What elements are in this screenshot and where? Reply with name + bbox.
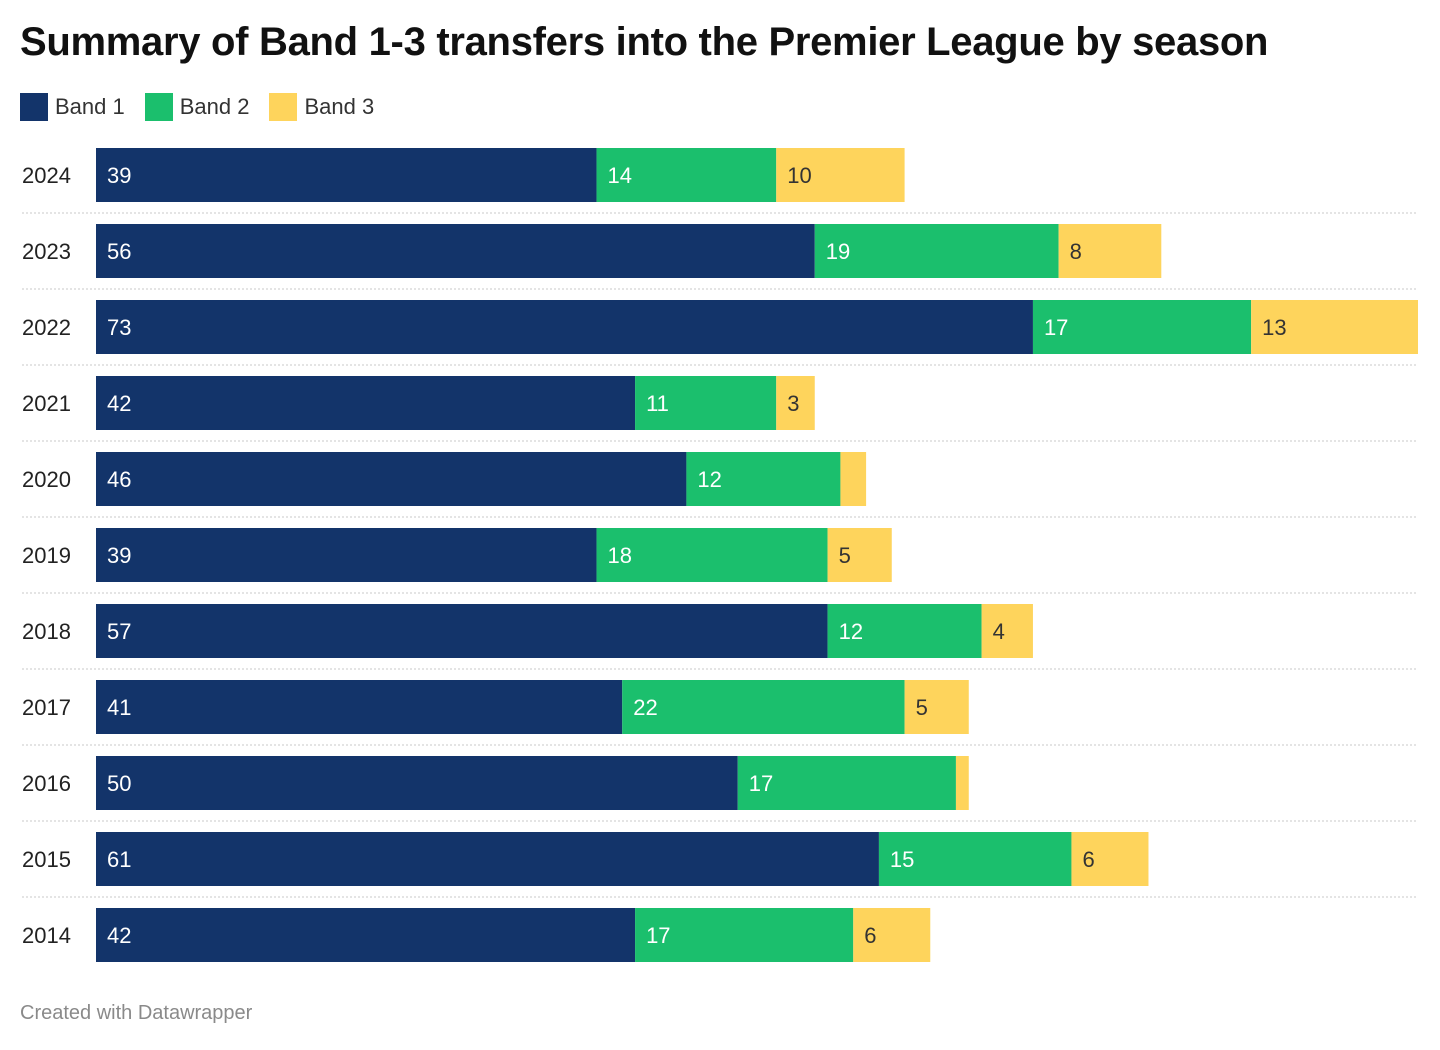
value-label-band-1-2022: 73 — [107, 315, 131, 340]
category-label-2023: 2023 — [22, 239, 71, 264]
value-label-band-1-2024: 39 — [107, 163, 131, 188]
category-label-2017: 2017 — [22, 695, 71, 720]
bar-band-3-2015 — [1071, 832, 1149, 886]
bar-band-2-2020 — [686, 452, 841, 506]
legend-item-band-1: Band 1 — [20, 93, 125, 121]
bar-band-2-2018 — [827, 604, 982, 658]
value-label-band-1-2023: 56 — [107, 239, 131, 264]
bar-band-3-2017 — [904, 680, 969, 734]
bar-band-2-2022 — [1032, 300, 1252, 354]
bar-band-2-2021 — [635, 376, 777, 430]
value-label-band-2-2022: 17 — [1044, 315, 1068, 340]
value-label-band-2-2015: 15 — [890, 847, 914, 872]
category-label-2020: 2020 — [22, 467, 71, 492]
value-label-band-1-2017: 41 — [107, 695, 131, 720]
value-label-band-1-2014: 42 — [107, 923, 131, 948]
value-label-band-2-2018: 12 — [839, 619, 863, 644]
bar-band-3-2016 — [955, 756, 969, 810]
bar-band-1-2019 — [96, 528, 597, 582]
chart-title: Summary of Band 1-3 transfers into the P… — [20, 20, 1269, 64]
bar-band-2-2024 — [596, 148, 777, 202]
bar-band-3-2023 — [1058, 224, 1162, 278]
bar-band-3-2022 — [1251, 300, 1418, 354]
value-label-band-2-2021: 11 — [646, 391, 669, 416]
legend-item-band-3: Band 3 — [269, 93, 374, 121]
category-label-2016: 2016 — [22, 771, 71, 796]
value-label-band-2-2023: 19 — [826, 239, 850, 264]
value-label-band-3-2014: 6 — [864, 923, 876, 948]
bar-band-1-2020 — [96, 452, 687, 506]
bar-band-1-2021 — [96, 376, 636, 430]
value-label-band-3-2019: 5 — [839, 543, 851, 568]
footer-credit: Created with Datawrapper — [20, 1002, 253, 1024]
value-label-band-3-2017: 5 — [916, 695, 928, 720]
legend-label-band-2: Band 2 — [179, 94, 250, 119]
value-label-band-2-2016: 17 — [749, 771, 773, 796]
bar-band-1-2024 — [96, 148, 597, 202]
value-label-band-3-2015: 6 — [1082, 847, 1094, 872]
value-label-band-2-2019: 18 — [608, 543, 632, 568]
bar-band-2-2023 — [814, 224, 1059, 278]
category-label-2019: 2019 — [22, 543, 71, 568]
value-label-band-3-2024: 10 — [787, 163, 811, 188]
bar-band-3-2020 — [840, 452, 867, 506]
value-label-band-1-2020: 46 — [107, 467, 131, 492]
bar-band-2-2019 — [596, 528, 828, 582]
bar-band-1-2016 — [96, 756, 738, 810]
legend-label-band-3: Band 3 — [304, 94, 375, 119]
category-label-2022: 2022 — [22, 315, 71, 340]
bar-band-1-2022 — [96, 300, 1033, 354]
bar-band-3-2018 — [981, 604, 1033, 658]
bar-band-2-2014 — [635, 908, 854, 962]
bar-band-3-2019 — [827, 528, 892, 582]
legend-swatch-band-1 — [20, 93, 48, 121]
category-label-2014: 2014 — [22, 923, 71, 948]
bar-band-1-2014 — [96, 908, 636, 962]
value-label-band-2-2024: 14 — [608, 163, 632, 188]
bar-band-2-2015 — [878, 832, 1072, 886]
category-label-2015: 2015 — [22, 847, 71, 872]
bar-band-1-2017 — [96, 680, 623, 734]
value-label-band-2-2020: 12 — [697, 467, 721, 492]
category-label-2024: 2024 — [22, 163, 71, 188]
bar-band-1-2018 — [96, 604, 828, 658]
value-label-band-3-2018: 4 — [993, 619, 1005, 644]
value-label-band-3-2021: 3 — [787, 391, 799, 416]
legend-label-band-1: Band 1 — [55, 94, 125, 119]
value-label-band-3-2023: 8 — [1070, 239, 1082, 264]
legend-swatch-band-3 — [269, 93, 298, 121]
value-label-band-1-2015: 61 — [107, 847, 131, 872]
category-label-2018: 2018 — [22, 619, 71, 644]
value-label-band-1-2021: 42 — [107, 391, 131, 416]
legend: Band 1 Band 2 Band 3 — [20, 92, 394, 122]
value-label-band-3-2022: 13 — [1262, 315, 1286, 340]
bar-band-2-2016 — [737, 756, 956, 810]
value-label-band-1-2018: 57 — [107, 619, 131, 644]
legend-item-band-2: Band 2 — [144, 93, 250, 121]
value-label-band-2-2017: 22 — [633, 695, 657, 720]
bar-band-1-2023 — [96, 224, 815, 278]
value-label-band-1-2016: 50 — [107, 771, 131, 796]
bar-band-3-2024 — [776, 148, 905, 202]
legend-swatch-band-2 — [144, 93, 173, 121]
bar-band-3-2014 — [853, 908, 931, 962]
bar-band-3-2021 — [776, 376, 815, 430]
value-label-band-1-2019: 39 — [107, 543, 131, 568]
category-label-2021: 2021 — [22, 391, 71, 416]
value-label-band-2-2014: 17 — [646, 923, 670, 948]
bar-band-2-2017 — [622, 680, 905, 734]
bar-band-1-2015 — [96, 832, 879, 886]
